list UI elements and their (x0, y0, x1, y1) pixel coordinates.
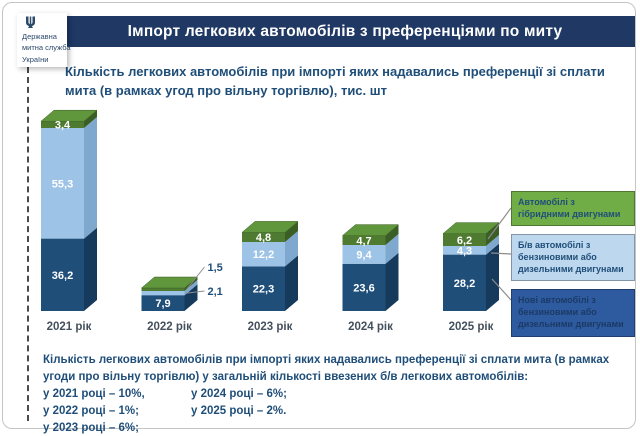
bar-segment (443, 233, 486, 246)
category-label: 2022 рік (147, 321, 192, 333)
bar-value-label: 3,4 (55, 120, 71, 132)
bar-segment (342, 263, 386, 311)
logo-text-line: України (22, 54, 49, 64)
bar-segment-side (184, 277, 198, 291)
bar-value-label: 1,5 (208, 262, 223, 274)
bar-value-label: 28,2 (454, 278, 475, 290)
footnote-left-column: у 2021 році – 10%, у 2022 році – 1%; у 2… (43, 386, 191, 436)
bar-value-label: 22,3 (253, 284, 274, 296)
trident-icon (26, 16, 35, 28)
legend-item-label: Б/в автомобілі з бензиновими або дизельн… (518, 240, 624, 274)
customs-service-logo: Державна митна служба України (17, 13, 71, 67)
bar-segment-top (40, 109, 98, 122)
bar-segment (242, 266, 285, 311)
left-dashed-divider (27, 67, 29, 421)
bar-segment (342, 235, 386, 245)
footnote-intro: Кількість легкових автомобілів при імпор… (43, 354, 610, 383)
bar-value-label: 4,7 (356, 235, 371, 247)
legend-item-label: Нові автомобілі з бензиновими або дизель… (518, 295, 624, 329)
category-label: 2021 рік (47, 321, 92, 333)
leader-line (186, 266, 205, 290)
bar-segment-top (442, 222, 500, 234)
bar-segment (342, 245, 386, 264)
bar-segment (41, 121, 84, 128)
bar-value-label: 4,3 (457, 245, 472, 257)
bar-segment-top (241, 221, 299, 233)
bar-segment (141, 295, 185, 311)
legend-item-new-petrol-diesel: Нові автомобілі з бензиновими або дизель… (511, 289, 635, 337)
bar-segment-side (385, 234, 399, 264)
footnote-columns: у 2021 році – 10%, у 2022 році – 1%; у 2… (43, 386, 635, 436)
legend-item-label: Автомобілі з гібридними двигунами (518, 197, 621, 219)
bar-segment-side (385, 224, 399, 245)
footnote-item: у 2021 році – 10%, (43, 388, 145, 401)
footnote-block: Кількість легкових автомобілів при імпор… (43, 352, 635, 436)
title-bar: Імпорт легкових автомобілів з преференці… (55, 16, 635, 47)
footnote-right-column: у 2024 році – 6%; у 2025 році – 2%. (191, 386, 287, 436)
legend-connector-line (487, 207, 512, 240)
bar-segment-side (84, 117, 97, 239)
legend-connector-line (491, 278, 512, 301)
bar-value-label: 12,2 (253, 249, 274, 261)
bar-segment (242, 242, 285, 267)
bar-segment-side (486, 243, 499, 311)
legend-item-used-petrol-diesel: Б/в автомобілі з бензиновими або дизельн… (511, 234, 635, 282)
bar-segment-top (140, 276, 199, 289)
bar-segment-side (84, 110, 97, 128)
category-label: 2025 рік (449, 321, 494, 333)
bar-segment (141, 291, 185, 296)
footnote-item: у 2024 році – 6%; (191, 388, 287, 401)
bar-value-label: 9,4 (356, 249, 372, 261)
bar-segment (41, 238, 84, 311)
bar-segment-side (184, 284, 198, 311)
bar-segment-side (285, 221, 298, 242)
bar-value-label: 7,9 (155, 298, 170, 310)
bar-segment-side (184, 280, 198, 296)
bar-value-label: 4,8 (256, 232, 271, 244)
chart-legend: Автомобілі з гібридними двигунами Б/в ав… (511, 191, 635, 345)
category-label: 2024 рік (348, 321, 393, 333)
bar-value-label: 55,3 (52, 178, 73, 190)
bar-value-label: 6,2 (457, 235, 472, 247)
bar-value-label: 2,1 (208, 286, 223, 298)
bar-segment-top (341, 224, 400, 236)
chart-title: Кількість легкових автомобілів при імпор… (65, 64, 605, 98)
bar-segment (41, 128, 84, 239)
bar-segment (443, 246, 486, 255)
bar-segment (141, 288, 185, 291)
footnote-item: у 2022 році – 1%; (43, 405, 139, 418)
bar-segment-side (486, 235, 499, 255)
leader-line (186, 290, 205, 294)
logo-text-line: Державна (22, 32, 57, 41)
bar-segment (242, 232, 285, 242)
bar-segment-side (84, 227, 97, 311)
legend-connector-line (490, 252, 512, 255)
bar-segment-side (285, 231, 298, 267)
footnote-item: у 2023 році – 6%; (43, 421, 139, 434)
bar-segment-side (486, 222, 499, 246)
logo-text-line: митна служба (22, 43, 71, 53)
bar-value-label: 36,2 (52, 270, 73, 282)
bar-value-label: 23,6 (353, 282, 374, 294)
page-title: Імпорт легкових автомобілів з преференці… (127, 22, 563, 40)
legend-item-hybrid: Автомобілі з гібридними двигунами (511, 191, 635, 227)
bar-segment-side (285, 255, 298, 311)
bar-segment (443, 254, 486, 311)
footnote-item: у 2025 році – 2%. (191, 405, 287, 418)
category-label: 2023 рік (248, 321, 293, 333)
bar-segment-side (385, 252, 399, 311)
